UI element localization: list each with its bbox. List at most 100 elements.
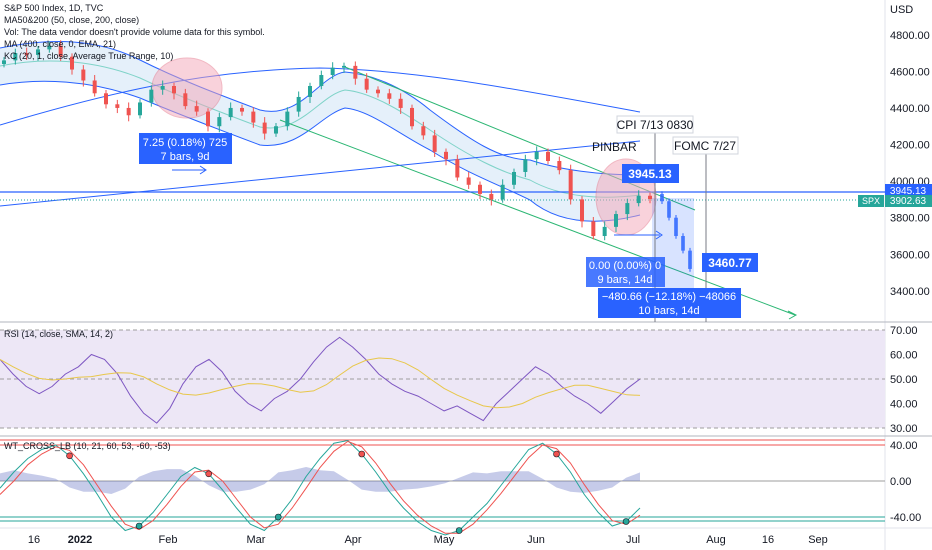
wt-tick-label: 0.00 — [890, 476, 911, 488]
candle-body — [240, 107, 244, 112]
candle-body — [489, 193, 494, 200]
measure1-line1: 7.25 (0.18%) 725 — [143, 137, 227, 149]
candle-body — [296, 96, 301, 112]
indicator-ma400[interactable]: MA (400, close, 0, EMA, 21) — [4, 39, 116, 49]
wt-cross-dot — [274, 513, 282, 521]
candle-body — [58, 45, 63, 57]
candle-body — [126, 107, 131, 116]
wt-label[interactable]: WT_CROSS_LB (10, 21, 60, 53, -60, -53) — [4, 441, 171, 451]
candle-body — [81, 69, 86, 81]
rsi-tick-label: 30.00 — [890, 423, 918, 435]
price-tag-box — [885, 184, 932, 197]
candle-body — [602, 226, 607, 237]
note-cpi-box[interactable] — [616, 115, 694, 134]
note-fomc: FOMC 7/27 — [674, 139, 736, 153]
measure2-box[interactable] — [586, 257, 665, 287]
price-label-high: 3945.13 — [628, 167, 672, 181]
wt2-line — [0, 440, 641, 534]
candle-body — [285, 111, 290, 127]
time-axis-label: Sep — [808, 534, 828, 546]
wt-tick-label: -40.00 — [890, 512, 921, 524]
wt-cross-dot — [455, 527, 463, 534]
price-tick-label: 3800.00 — [890, 213, 930, 225]
candle-body — [70, 56, 74, 70]
candle-body — [319, 75, 324, 86]
wt-cross-dot — [66, 452, 73, 460]
candle-body — [478, 184, 482, 194]
candle-body — [432, 135, 437, 152]
candle-body — [308, 85, 312, 97]
candle-body — [47, 45, 52, 50]
candle-body — [387, 93, 392, 99]
time-axis-labels[interactable]: 16 2022 Feb Mar Apr May Jun Jul Aug 16 Sep — [28, 534, 828, 546]
indicator-vol[interactable]: Vol: The data vendor doesn't provide vol… — [4, 27, 265, 37]
note-cpi: CPI 7/13 0830 — [617, 118, 694, 132]
projection-candle-body — [681, 236, 685, 251]
measure3-line1: −480.66 (−12.18%) −48066 — [602, 291, 736, 303]
price-tick-label: 4800.00 — [890, 30, 930, 42]
rsi-axis-ticks[interactable]: 70.00 60.00 50.00 40.00 30.00 — [890, 325, 918, 435]
projection-candle-body — [667, 201, 671, 218]
wt-cross-dot — [205, 470, 212, 478]
candle-body — [36, 49, 40, 55]
candle-body — [636, 195, 641, 204]
candles-group — [2, 40, 692, 272]
candle-body — [353, 65, 358, 79]
candle-body — [330, 67, 335, 76]
arrow-head-trend — [787, 310, 798, 320]
measure1-box[interactable] — [139, 133, 232, 164]
candle-body — [410, 107, 414, 127]
candle-body — [500, 184, 505, 200]
time-axis-label: Jul — [626, 534, 640, 546]
keltner-lower-band — [0, 80, 641, 222]
highlight-ellipse-jan — [151, 57, 223, 119]
projection-candle-body — [688, 250, 692, 269]
candle-body — [172, 85, 176, 94]
candle-body — [557, 161, 562, 171]
wt-cross-dot — [135, 522, 143, 530]
candle-body — [648, 195, 652, 200]
candle-body — [160, 85, 165, 90]
candle-body — [625, 203, 630, 215]
wt-axis-ticks[interactable]: 40.00 0.00 -40.00 — [890, 440, 921, 524]
candle-body — [206, 111, 210, 127]
time-axis-label: Feb — [159, 534, 178, 546]
arrow-head-jan — [199, 165, 207, 175]
candle-body — [455, 159, 460, 178]
keltner-mid-line — [0, 60, 641, 198]
price-tick-label: 4400.00 — [890, 103, 930, 115]
time-axis-label: Jun — [527, 534, 545, 546]
wt-tick-label: 40.00 — [890, 440, 918, 452]
candle-body — [342, 65, 346, 68]
rsi-tick-label: 50.00 — [890, 374, 918, 386]
rsi-sma-line — [0, 357, 641, 409]
time-axis-label: May — [434, 534, 455, 546]
measure3-box[interactable] — [598, 288, 741, 318]
measure1-line2: 7 bars, 9d — [161, 151, 210, 163]
chart-title[interactable]: S&P 500 Index, 1D, TVC — [4, 3, 104, 13]
ma200-line — [0, 67, 641, 126]
rsi-line — [0, 336, 641, 424]
candle-body — [546, 151, 550, 161]
candle-body — [217, 117, 222, 127]
wt-cross-dot — [622, 518, 630, 525]
candle-body — [149, 89, 154, 103]
note-pinbar: PINBAR — [592, 140, 637, 154]
time-axis-label: Mar — [247, 534, 266, 546]
price-label-high-box[interactable] — [622, 164, 679, 183]
time-axis-label: 2022 — [68, 534, 92, 546]
candle-body — [115, 104, 120, 108]
price-label-low-box[interactable] — [702, 253, 758, 272]
price-axis-currency: USD — [890, 4, 913, 16]
last-price-box — [885, 195, 932, 207]
wt1-line — [0, 439, 641, 536]
indicator-kc[interactable]: KC (20, 1, close, Average True Range, 10… — [4, 51, 173, 61]
rsi-label[interactable]: RSI (14, close, SMA, 14, 2) — [4, 329, 113, 339]
note-fomc-box[interactable] — [672, 136, 739, 155]
candle-body — [228, 107, 233, 118]
time-axis-label: Apr — [344, 534, 361, 546]
price-axis-ticks[interactable]: 4800.004600.004400.004200.004000.003800.… — [890, 30, 930, 298]
price-tick-label: 4600.00 — [890, 66, 930, 78]
indicator-ma50-200[interactable]: MA50&200 (50, close, 200, close) — [4, 15, 139, 25]
